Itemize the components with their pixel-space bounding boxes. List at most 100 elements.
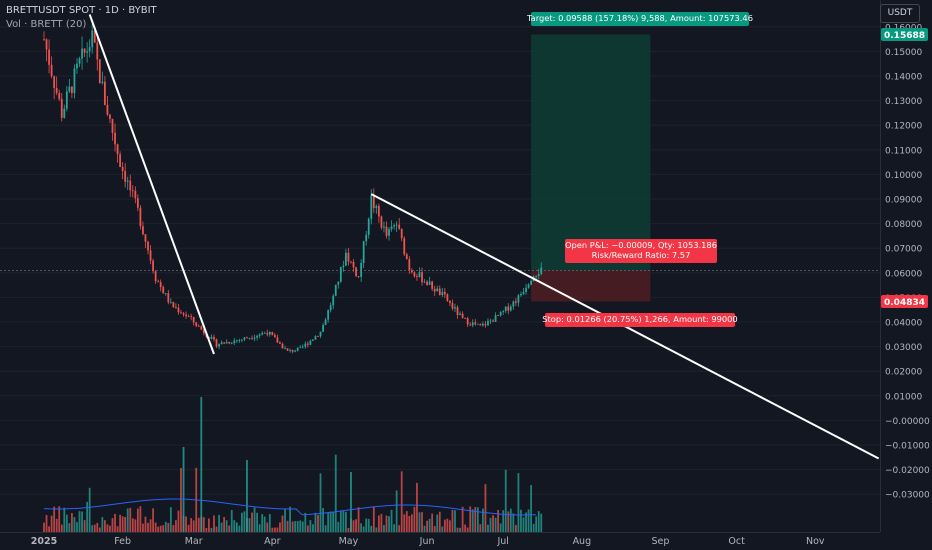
trendline [88, 14, 215, 355]
price-tick-label: 0.08000 [885, 220, 922, 230]
candle-body [517, 295, 520, 303]
candle-body [273, 335, 276, 338]
candle-body [395, 224, 398, 226]
volume-bar [50, 515, 53, 532]
candle-body [416, 276, 418, 278]
candle-body [124, 170, 127, 182]
candle-body [479, 323, 482, 326]
candle-body [319, 331, 322, 337]
candle-body [167, 293, 170, 303]
candle-body [428, 281, 431, 285]
price-tick-label: −0.01000 [885, 442, 930, 452]
candle-body [114, 132, 116, 145]
volume-bar [164, 521, 167, 532]
candle-body [507, 306, 510, 311]
candle-body [68, 86, 71, 92]
volume-bar [263, 516, 266, 532]
candle-body [393, 225, 396, 227]
candle-body [149, 250, 152, 261]
candle-body [476, 323, 479, 325]
candle-body [73, 68, 76, 94]
candle-body [182, 313, 185, 315]
target-zone [531, 34, 651, 271]
volume-bar [175, 520, 177, 532]
candle-body [451, 302, 454, 309]
candle-body [50, 64, 53, 77]
volume-bar [514, 525, 517, 532]
volume-bar [271, 527, 274, 532]
volume-bar [494, 517, 497, 532]
candle-body [408, 259, 411, 271]
candle-body [380, 216, 383, 228]
candle-body [86, 51, 89, 53]
volume-bar [223, 517, 226, 532]
candle-body [362, 241, 365, 263]
candle-body [243, 337, 246, 340]
candle-body [329, 305, 332, 311]
price-tick-label: 0.15000 [885, 48, 922, 58]
candle-body [527, 284, 530, 288]
volume-bar [426, 520, 428, 532]
candle-body [306, 343, 309, 345]
candle-body [111, 118, 114, 133]
volume-bar [441, 526, 444, 532]
candle-body [276, 337, 279, 343]
volume-bar [365, 518, 368, 532]
candle-body [357, 276, 360, 277]
candle-body [301, 346, 304, 348]
volume-bar [428, 518, 431, 532]
volume-bar [126, 508, 129, 532]
volume-bar [144, 516, 147, 532]
volume-bar [208, 518, 210, 532]
price-tick-label: 0.04000 [885, 319, 922, 329]
position-labels: Target: 0.09588 (157.18%) 9,588, Amount:… [526, 12, 753, 327]
symbol-title[interactable]: BRETTUSDT SPOT · 1D · BYBIT [6, 5, 157, 16]
trendlines [88, 14, 880, 460]
volume-bar [438, 511, 441, 532]
price-tick-label: −0.03000 [885, 491, 930, 501]
candle-body [258, 334, 261, 336]
volume-bar [451, 509, 454, 532]
candle-body [459, 313, 461, 315]
time-tick-label: Apr [264, 536, 281, 547]
volume-bar [357, 507, 360, 532]
candle-body [530, 281, 533, 285]
candle-body [294, 350, 297, 352]
volume-legend[interactable]: Vol · BRETT (20) [6, 19, 87, 30]
candle-body [81, 48, 83, 59]
time-tick-label: Feb [114, 536, 131, 547]
candle-body [286, 348, 289, 351]
volume-bar [86, 501, 89, 532]
volume-bar [187, 524, 190, 532]
candle-body [121, 166, 124, 171]
volume-bar [512, 513, 515, 532]
volume-bar [520, 509, 522, 532]
candle-body [88, 47, 91, 52]
volume-bar [202, 517, 205, 532]
candle-body [525, 287, 527, 293]
candle-body [345, 252, 347, 266]
candle-body [238, 340, 241, 341]
candle-body [446, 294, 449, 301]
volume-bar [76, 522, 78, 532]
candle-body [136, 198, 139, 208]
currency-button[interactable]: USDT [880, 4, 920, 23]
volume-bar [527, 509, 530, 532]
candle-body [375, 205, 378, 209]
volume-bar [312, 524, 314, 532]
candle-body [103, 81, 106, 105]
volume-bar [390, 509, 393, 532]
volume-bar [319, 473, 322, 532]
volume-bar [162, 525, 165, 532]
volume-bar [476, 507, 479, 532]
volume-bar [537, 511, 540, 532]
volume-ma-line [43, 498, 537, 516]
candle-body [289, 349, 291, 351]
candle-body [101, 81, 104, 83]
stop-price-tag: 0.04834 [884, 298, 925, 308]
volume-bar [347, 527, 350, 532]
candle-body [233, 340, 236, 344]
candle-body [296, 347, 299, 351]
candle-body [426, 281, 428, 285]
